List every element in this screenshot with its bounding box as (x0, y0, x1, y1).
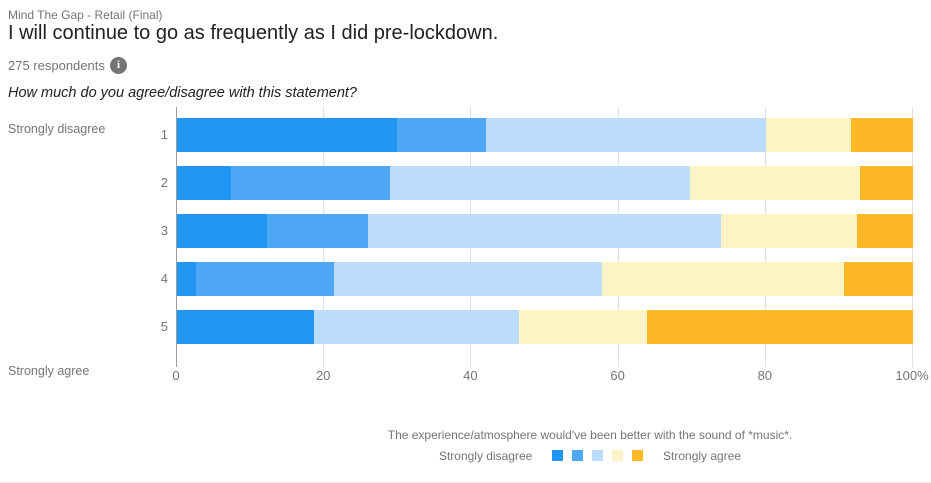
legend-swatch (632, 450, 644, 461)
legend-swatches (548, 450, 648, 464)
bar-segment[interactable] (689, 166, 860, 200)
row-label: 1 (160, 127, 168, 142)
question-text: How much do you agree/disagree with this… (8, 85, 357, 101)
bar-segment[interactable] (333, 262, 602, 296)
bar-segment[interactable] (230, 166, 391, 200)
row-axis-bottom-label: Strongly agree (8, 364, 90, 378)
legend-swatch (612, 450, 624, 461)
bar-segment[interactable] (176, 166, 231, 200)
bar-segment[interactable] (856, 214, 913, 248)
legend-swatch (572, 450, 584, 461)
bar-segment[interactable] (176, 262, 196, 296)
row-axis-top-label: Strongly disagree (8, 122, 106, 136)
row-label: 4 (160, 271, 168, 286)
info-icon[interactable]: i (110, 57, 127, 74)
bar-segment[interactable] (176, 310, 314, 344)
row-label: 3 (160, 223, 168, 238)
likert-stacked-bar-chart: Strongly disagree Strongly agree 1 2 3 4 5 0… (0, 107, 931, 387)
bar-segment[interactable] (859, 166, 913, 200)
y-axis-line (176, 107, 177, 367)
bar-segment[interactable] (176, 214, 267, 248)
bar-segment[interactable] (195, 262, 334, 296)
legend-swatch (552, 450, 564, 461)
bar-row (176, 262, 913, 296)
x-tick-label: 20 (315, 368, 331, 383)
page-title: I will continue to go as frequently as I… (8, 22, 499, 44)
respondents-count: 275 respondents (8, 58, 105, 73)
bar-row (176, 118, 913, 152)
x-tick-label: 80 (757, 368, 773, 383)
x-tick-label: 40 (463, 368, 478, 383)
bar-segment[interactable] (646, 310, 913, 344)
breadcrumb: Mind The Gap - Retail (Final) (8, 8, 163, 22)
bar-row (176, 214, 913, 248)
bar-segment[interactable] (176, 118, 398, 152)
bar-row (176, 166, 913, 200)
bar-segment[interactable] (844, 262, 913, 296)
x-tick-label: 60 (610, 368, 625, 383)
bar-segment[interactable] (765, 118, 852, 152)
row-label: 5 (160, 319, 168, 334)
x-tick-label: 100% (895, 368, 929, 383)
bar-segment[interactable] (367, 214, 721, 248)
bar-segment[interactable] (266, 214, 368, 248)
legend: Strongly disagree Strongly agree (249, 449, 931, 464)
plot-area (176, 107, 913, 367)
bar-row (176, 310, 913, 344)
x-tick-label: 0 (172, 368, 180, 383)
legend-swatch (592, 450, 604, 461)
bar-segment[interactable] (851, 118, 913, 152)
bar-segment[interactable] (720, 214, 857, 248)
crosstab-caption: The experience/atmosphere would've been … (387, 428, 793, 442)
legend-left-label: Strongly disagree (438, 449, 533, 463)
bar-segment[interactable] (397, 118, 486, 152)
bar-segment[interactable] (485, 118, 766, 152)
row-label: 2 (160, 175, 168, 190)
legend-right-label: Strongly agree (663, 449, 742, 463)
bar-segment[interactable] (601, 262, 845, 296)
bar-segment[interactable] (390, 166, 690, 200)
bar-segment[interactable] (518, 310, 647, 344)
bar-segment[interactable] (313, 310, 519, 344)
